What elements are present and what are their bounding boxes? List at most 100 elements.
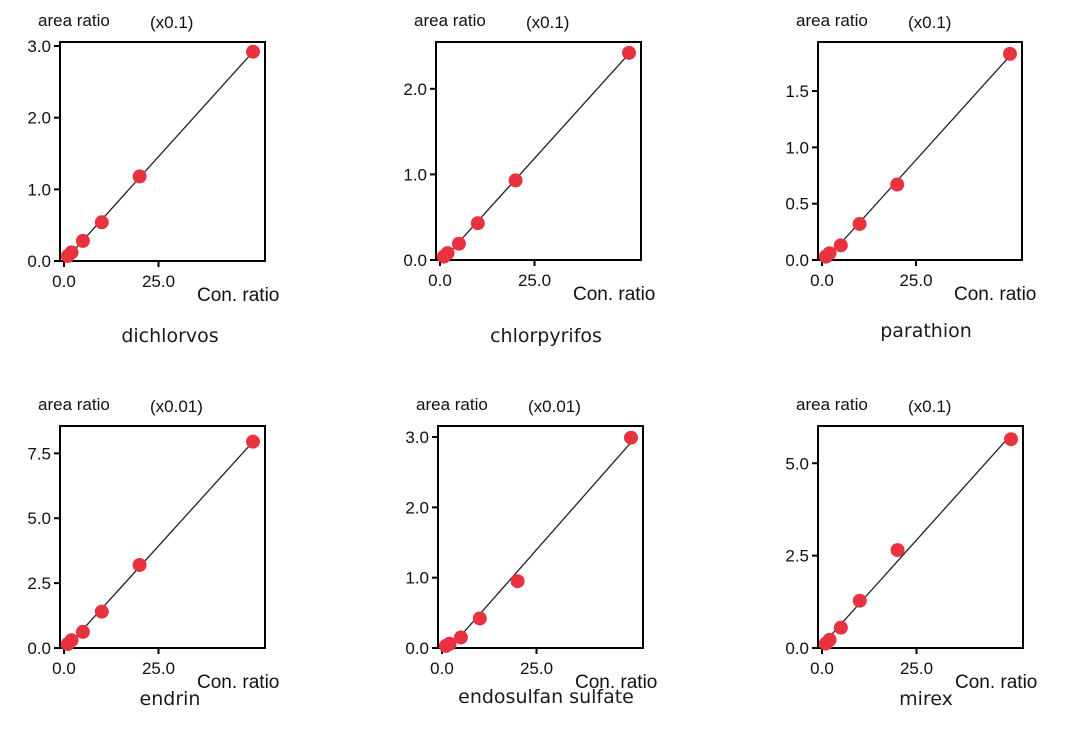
fit-line [443,53,630,260]
data-point [833,238,848,253]
x-tick-label: 0.0 [428,271,452,290]
x-tick-label: 25.0 [518,271,551,290]
chart-plot: area ratio (x0.1) 0.0 1.0 2.0 3.0 0.0 25.0 Con. … [27,11,279,306]
y-scale-label: (x0.1) [908,13,951,32]
y-tick-label: 0.0 [27,639,51,658]
data-point [94,604,109,619]
plot-frame [435,41,642,261]
y-tick-label: 1.0 [785,138,809,157]
data-point [472,611,487,626]
plot-frame [817,425,1024,649]
data-point [75,624,90,639]
y-tick-label: 0.0 [27,252,51,271]
compound-name: endosulfan sulfate [458,686,634,708]
data-point [890,177,905,192]
data-point [94,215,109,230]
compound-name: chlorpyrifos [490,325,602,347]
y-axis-label: area ratio [38,395,110,414]
y-tick-label: 2.0 [405,498,429,517]
y-axis-label: area ratio [416,395,488,414]
x-tick-label: 25.0 [142,659,175,678]
y-tick-label: 0.5 [785,195,809,214]
x-tick-label: 0.0 [810,271,834,290]
data-point [622,45,636,60]
data-point [442,636,457,651]
fit-line [825,434,1012,642]
y-tick-label: 2.0 [403,80,427,99]
y-tick-label: 0.0 [403,251,427,270]
x-axis-label: Con. ratio [955,672,1037,693]
chart-plot: area ratio (x0.1) 0.0 1.0 2.0 0.0 25.0 Con. rat… [403,11,655,305]
data-point [508,173,523,188]
data-point [470,216,485,231]
data-point [64,245,79,260]
x-tick-label: 25.0 [520,659,553,678]
y-tick-label: 1.5 [785,82,809,101]
chart-panel-parathion: area ratio (x0.1) 0.0 0.5 1.0 1.5 0.0 25.0 Con. … [756,0,1066,350]
plot-frame [437,425,644,649]
chart-plot: area ratio (x0.01) 0.0 1.0 2.0 3.0 0.0 25.0 Con.… [405,395,657,693]
fit-line [67,51,254,258]
x-tick-label: 0.0 [52,272,76,291]
chart-plot: area ratio (x0.01) 0.0 2.5 5.0 7.5 0.0 25.0 Con.… [27,395,279,693]
compound-name: dichlorvos [121,325,219,347]
data-point [75,233,90,248]
y-axis-label: area ratio [38,11,110,30]
compound-name: endrin [139,688,201,710]
chart-panel-endosulfan-sulfate: area ratio (x0.01) 0.0 1.0 2.0 3.0 0.0 25.0 Con.… [376,388,716,738]
x-tick-label: 0.0 [430,659,454,678]
y-tick-label: 0.0 [405,639,429,658]
plot-frame [59,425,266,649]
x-axis-label: Con. ratio [573,284,655,305]
data-point [132,557,147,572]
x-tick-label: 25.0 [900,659,933,678]
x-tick-label: 25.0 [142,272,175,291]
fit-line [825,55,1011,261]
y-tick-label: 0.0 [785,251,809,270]
y-scale-label: (x0.1) [908,397,951,416]
y-scale-label: (x0.01) [528,397,581,416]
x-axis-label: Con. ratio [575,672,657,693]
y-axis-label: area ratio [414,11,486,30]
y-axis-label: area ratio [796,395,868,414]
data-point [132,169,147,184]
y-tick-label: 2.0 [27,109,51,128]
y-tick-label: 2.5 [785,547,809,566]
y-tick-label: 2.5 [27,574,51,593]
chart-plot: area ratio (x0.1) 0.0 2.5 5.0 0.0 25.0 Con. rat… [785,395,1037,693]
x-axis-label: Con. ratio [197,285,279,306]
chart-panel-mirex: area ratio (x0.1) 0.0 2.5 5.0 0.0 25.0 Con. rat… [756,388,1066,738]
y-scale-label: (x0.1) [526,13,569,32]
data-point [246,434,260,449]
x-tick-label: 25.0 [899,271,932,290]
data-point [453,630,468,645]
compound-name: parathion [880,320,972,342]
data-point [822,246,837,261]
chart-panel-chlorpyrifos: area ratio (x0.1) 0.0 1.0 2.0 0.0 25.0 Con. rat… [376,0,716,350]
x-tick-label: 0.0 [810,659,834,678]
y-tick-label: 7.5 [27,444,51,463]
y-tick-label: 1.0 [403,165,427,184]
data-point [833,620,848,635]
data-point [451,236,466,251]
y-tick-label: 3.0 [405,428,429,447]
data-point [852,593,867,608]
x-tick-label: 0.0 [52,659,76,678]
y-tick-label: 5.0 [27,509,51,528]
data-point [890,543,905,558]
y-tick-label: 0.0 [785,639,809,658]
y-scale-label: (x0.01) [150,397,203,416]
data-point [1004,432,1018,447]
y-tick-label: 1.0 [405,569,429,588]
data-point [440,246,455,261]
chart-panel-endrin: area ratio (x0.01) 0.0 2.5 5.0 7.5 0.0 25.0 Con.… [0,388,340,738]
compound-name: mirex [899,688,953,710]
y-scale-label: (x0.1) [150,13,193,32]
y-tick-label: 1.0 [27,180,51,199]
data-point [64,633,79,648]
plot-frame [59,41,266,262]
data-point [822,632,837,647]
data-point [1003,46,1017,61]
calibration-figure: area ratio (x0.1) 0.0 1.0 2.0 3.0 0.0 25.0 Con. … [27,0,1066,710]
data-point [246,44,260,59]
